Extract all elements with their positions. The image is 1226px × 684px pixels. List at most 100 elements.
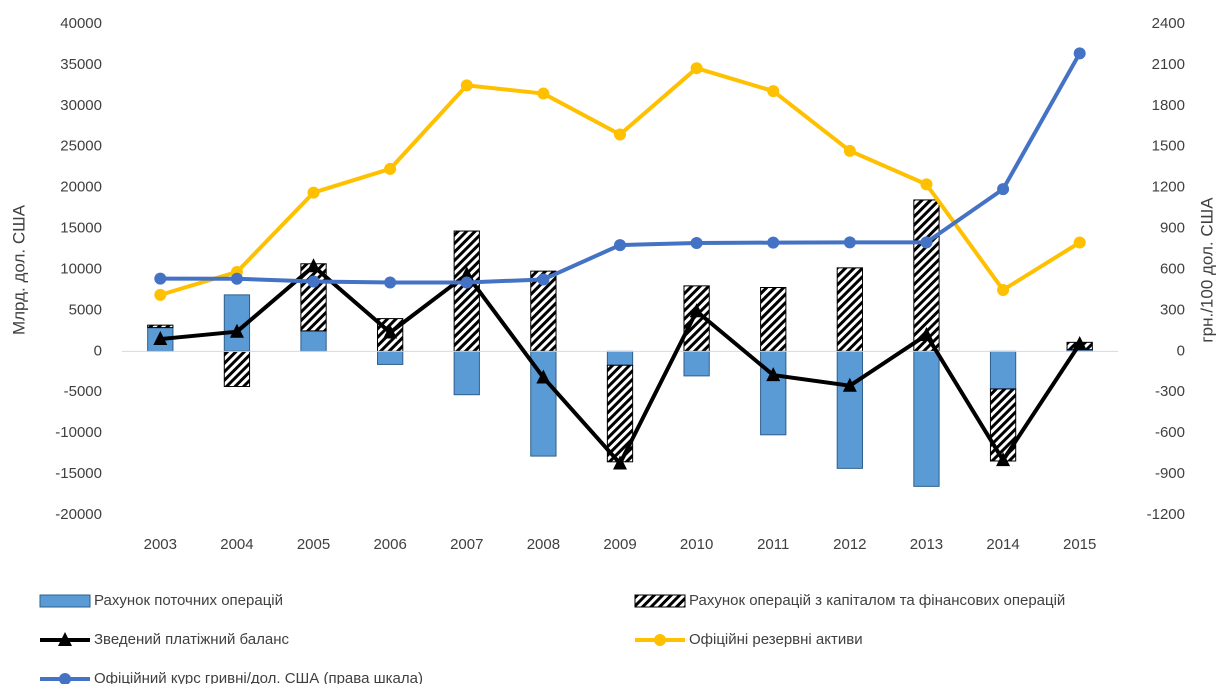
line-marker [920, 178, 933, 191]
legend-swatch [634, 594, 686, 608]
x-tick-label: 2004 [220, 536, 253, 553]
legend-label: Рахунок поточних операцій [94, 592, 283, 609]
line [159, 66, 1081, 297]
legend-marker [58, 632, 72, 646]
y-tick-label: -20000 [55, 506, 102, 523]
legend-label: Рахунок операцій з капіталом та фінансов… [689, 592, 1065, 609]
line-marker [767, 236, 780, 249]
line-marker [997, 283, 1010, 296]
line-marker [154, 272, 167, 285]
line-marker [153, 331, 168, 346]
line-marker [537, 273, 550, 286]
y2-tick-label: 300 [1160, 301, 1185, 318]
y-tick-label: 5000 [69, 301, 102, 318]
bar [453, 350, 480, 396]
line-marker [307, 275, 320, 288]
line-marker [383, 324, 398, 339]
y2-tick-label: 2400 [1152, 15, 1185, 32]
line-marker [919, 326, 934, 341]
bar [223, 350, 251, 388]
x-tick-label: 2015 [1063, 536, 1096, 553]
y-axis-title: Млрд. дол. США [9, 204, 28, 335]
line-marker [613, 455, 627, 470]
y2-tick-label: -900 [1155, 465, 1185, 482]
line-marker [1073, 47, 1086, 60]
bar [989, 350, 1017, 390]
y2-tick-label: 0 [1177, 342, 1185, 359]
line-marker [306, 258, 321, 273]
line-marker [384, 276, 397, 289]
bar [760, 350, 787, 436]
y-tick-label: -15000 [55, 465, 102, 482]
line-marker [307, 186, 320, 199]
y2-tick-label: -300 [1155, 383, 1185, 400]
x-tick-label: 2012 [833, 536, 866, 553]
line-marker [536, 369, 551, 384]
y-tick-label: 40000 [60, 15, 102, 32]
line-marker [230, 272, 243, 285]
x-tick-label: 2005 [297, 536, 330, 553]
x-tick-label: 2007 [450, 536, 483, 553]
legend-label: Зведений платіжний баланс [94, 631, 289, 648]
bar [300, 330, 327, 352]
x-tick-label: 2014 [986, 536, 1019, 553]
y2-axis-title: грн./100 дол. США [1197, 197, 1216, 343]
y-tick-label: 15000 [60, 220, 102, 237]
bar [836, 350, 863, 469]
y2-tick-label: 1800 [1152, 97, 1185, 114]
bar [913, 350, 940, 487]
bar [760, 287, 787, 352]
legend-label: Офіційні резервні активи [689, 631, 863, 648]
line-marker [384, 162, 397, 175]
x-tick-label: 2010 [680, 536, 713, 553]
line-marker [460, 79, 473, 92]
y-tick-label: -5000 [64, 383, 102, 400]
line-marker [996, 452, 1011, 467]
line-marker [229, 323, 244, 338]
y-tick-label: 25000 [60, 138, 102, 155]
bar [377, 350, 404, 365]
y-tick-label: -10000 [55, 424, 102, 441]
bar [913, 199, 940, 352]
line-marker [842, 377, 857, 392]
bar [147, 324, 174, 329]
x-tick-label: 2008 [527, 536, 560, 553]
line-marker [997, 183, 1010, 196]
y-tick-label: 20000 [60, 179, 102, 196]
x-tick-label: 2003 [144, 536, 177, 553]
y2-tick-label: 1500 [1152, 138, 1185, 155]
legend-label: Офіційний курс гривні/дол. США (права шк… [94, 670, 423, 684]
line-marker [614, 239, 626, 252]
line-marker [767, 85, 780, 98]
y2-tick-label: -600 [1155, 424, 1185, 441]
x-tick-label: 2013 [910, 536, 943, 553]
x-tick-label: 2009 [603, 536, 636, 553]
y-tick-label: 10000 [60, 260, 102, 277]
bar [606, 350, 634, 366]
bar [683, 350, 710, 377]
y-tick-label: 0 [94, 342, 102, 359]
legend-swatch [39, 594, 91, 608]
line-marker [1073, 236, 1086, 249]
y2-tick-label: 900 [1160, 220, 1185, 237]
line-marker [459, 266, 474, 281]
line-marker [460, 276, 473, 289]
line-marker [843, 236, 856, 249]
legend-marker [59, 673, 71, 684]
bar [453, 230, 480, 352]
y2-tick-label: 600 [1160, 260, 1185, 277]
y2-tick-label: 2100 [1152, 56, 1185, 73]
line-marker [766, 367, 781, 382]
legend-marker [654, 634, 666, 646]
x-tick-label: 2011 [757, 536, 789, 553]
line-marker [614, 128, 626, 141]
line-marker [690, 237, 703, 250]
line-marker [1072, 335, 1087, 350]
line-marker [843, 144, 856, 157]
line-marker [690, 62, 703, 75]
x-tick-label: 2006 [373, 536, 406, 553]
y-tick-label: 35000 [60, 56, 102, 73]
bar [836, 267, 863, 352]
line-marker [537, 87, 550, 100]
